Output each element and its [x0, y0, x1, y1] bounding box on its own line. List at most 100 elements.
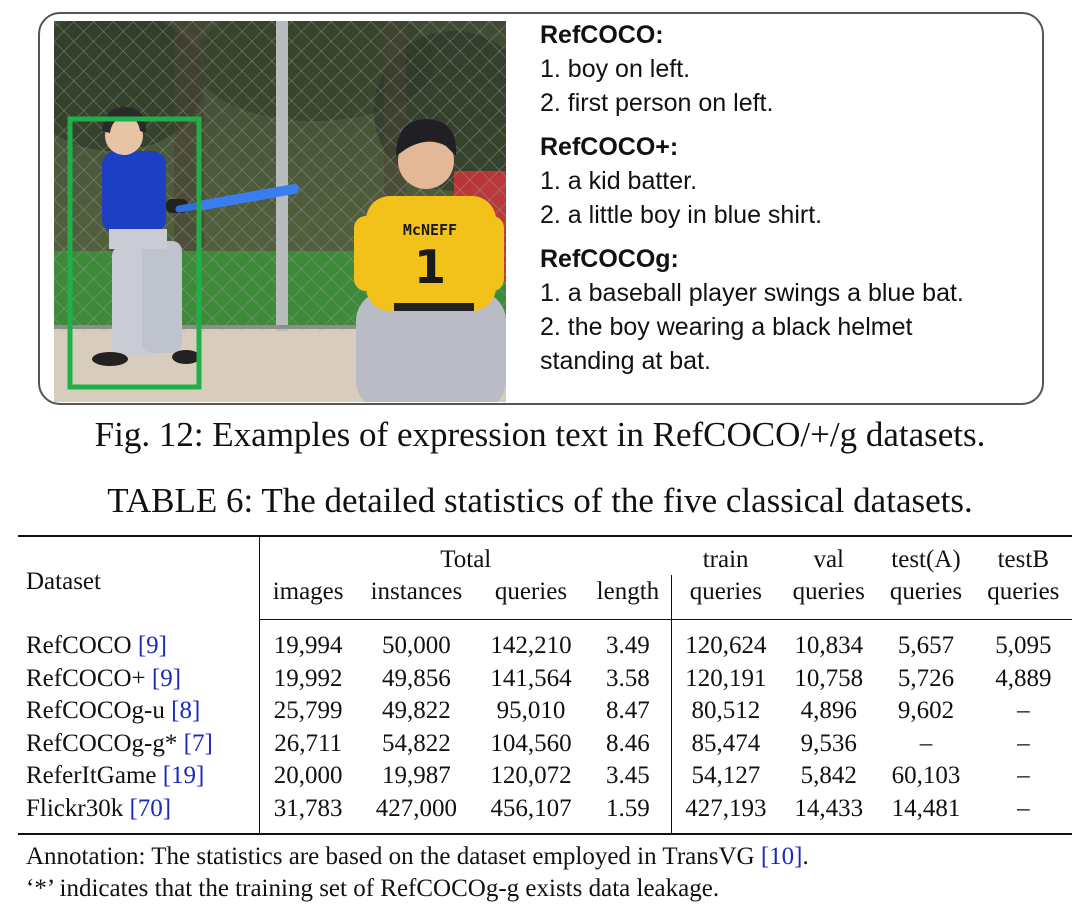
table-cell: 9,602	[897, 697, 955, 724]
subheader-queries: queries	[476, 575, 586, 620]
table-cell: 49,856	[382, 664, 451, 692]
table-cell: 54,127	[691, 762, 761, 789]
table-cell: 120,072	[490, 762, 572, 789]
table-cell: 19,992	[273, 664, 343, 692]
table-annotation: Annotation: The statistics are based on …	[26, 841, 1076, 905]
annotation-line-1: Annotation: The statistics are based on …	[26, 843, 809, 870]
dataset-name-cell: RefCOCO+ [9]	[18, 662, 261, 695]
dataset-citation[interactable]: [19]	[162, 762, 205, 789]
table-caption: TABLE 6: The detailed statistics of the …	[107, 481, 973, 520]
table-cell: 50,000	[382, 632, 451, 659]
batter-figure	[92, 106, 299, 366]
dataset-name: RefCOCOg-u	[26, 697, 172, 724]
table-row: RefCOCOg-g* [7] 26,711 54,822 104,560 8.46 85…	[18, 727, 1072, 760]
dataset-name-cell: Flickr30k [70]	[18, 792, 261, 835]
table-cell: 20,000	[273, 762, 343, 789]
expression-group: RefCOCO: 1. boy on left. 2. first person o…	[540, 18, 1040, 120]
table-cell: 427,193	[671, 792, 781, 835]
table-cell: 26,711	[274, 729, 343, 757]
table-row: RefCOCO [9] 19,994 50,000 142,210 3.49 120,62…	[18, 619, 1072, 663]
table-cell: 104,560	[490, 729, 572, 757]
jersey-number: 1	[414, 240, 446, 294]
jersey-name: McNEFF	[403, 221, 457, 239]
expression-line: 1. boy on left.	[540, 55, 691, 83]
table-cell: 95,010	[496, 697, 566, 724]
dataset-citation[interactable]: [70]	[129, 794, 172, 822]
table-cell: –	[974, 792, 1072, 835]
table-cell: –	[1017, 697, 1030, 724]
expression-line: 1. a kid batter.	[540, 167, 698, 195]
dataset-name: RefCOCO+	[26, 664, 152, 692]
subheader-images: images	[259, 575, 356, 620]
table-cell: 5,726	[897, 664, 955, 692]
dataset-name: Flickr30k	[26, 794, 130, 822]
figure-panel: McNEFF 1 RefCOCO: 1. boy on left. 2. first…	[38, 12, 1044, 405]
header-testA: test(A)	[877, 535, 975, 575]
header-testB: testB	[974, 535, 1072, 575]
subheader-length: length	[585, 575, 672, 620]
table-cell: 141,564	[490, 664, 572, 692]
table-cell: 10,758	[794, 664, 864, 692]
annotation-line-2: ‘*’ indicates that the training set of R…	[26, 875, 720, 902]
expression-line: 2. first person on left.	[540, 89, 774, 117]
dataset-name: RefCOCO	[26, 631, 138, 659]
table-cell: 60,103	[891, 762, 961, 789]
table-cell: 14,481	[877, 792, 975, 835]
table-cell: 8.46	[585, 727, 672, 760]
table-cell: 120,624	[685, 632, 767, 659]
table-cell: –	[919, 729, 933, 757]
header-train: train	[671, 535, 781, 575]
table-row: RefCOCO+ [9] 19,992 49,856 141,564 3.58 120,1…	[18, 662, 1072, 695]
table-cell: 3.45	[585, 760, 672, 793]
table-cell: –	[1017, 729, 1030, 757]
table-cell: 142,210	[490, 632, 572, 659]
subheader-testA-queries: queries	[877, 575, 975, 620]
table-cell: 5,657	[897, 632, 955, 659]
dataset-name-cell: RefCOCOg-g* [7]	[18, 727, 261, 760]
table-cell: 14,433	[780, 792, 878, 835]
statistics-table: Dataset Total train val test(A) testB im…	[18, 535, 1072, 835]
catcher-figure: McNEFF 1	[354, 119, 506, 402]
baseball-photo: McNEFF 1	[54, 21, 506, 402]
header-dataset: Dataset	[18, 535, 261, 620]
dataset-citation[interactable]: [7]	[183, 729, 213, 757]
header-total: Total	[259, 535, 672, 575]
dataset-name: RefCOCOg-g*	[26, 729, 184, 757]
expression-line: 2. a little boy in blue shirt.	[540, 201, 823, 229]
expression-dataset-title: RefCOCO+:	[540, 133, 679, 161]
table-cell: 10,834	[794, 632, 864, 659]
table-row: Flickr30k [70] 31,783 427,000 456,107 1.59 42…	[18, 792, 1072, 835]
expression-dataset-title: RefCOCO:	[540, 21, 664, 49]
dataset-name: ReferItGame	[26, 762, 163, 789]
table-cell: 85,474	[691, 729, 761, 757]
dataset-citation[interactable]: [9]	[151, 664, 182, 692]
expression-group: RefCOCOg: 1. a baseball player swings a b…	[540, 242, 1040, 378]
dataset-citation[interactable]: [9]	[137, 631, 167, 659]
table-cell: 456,107	[476, 792, 586, 835]
table-cell: 4,896	[800, 697, 857, 724]
annotation-citation[interactable]: [10]	[760, 843, 803, 870]
table-cell: 4,889	[995, 664, 1052, 692]
table-row: RefCOCOg-u [8] 25,799 49,822 95,010 8.47 80,5…	[18, 695, 1072, 728]
dataset-name-cell: RefCOCOg-u [8]	[18, 695, 261, 728]
table-cell: 5,095	[995, 632, 1052, 659]
dataset-name-cell: RefCOCO [9]	[18, 619, 261, 663]
table-cell: 80,512	[691, 697, 761, 724]
dataset-citation[interactable]: [8]	[171, 697, 201, 724]
expression-line: 1. a baseball player swings a blue bat.	[540, 279, 964, 307]
table-row: ReferItGame [19] 20,000 19,987 120,072 3.45 5…	[18, 760, 1072, 793]
table-cell: 120,191	[685, 664, 767, 692]
table-cell: 427,000	[355, 792, 477, 835]
table-cell: 19,994	[273, 632, 343, 659]
expression-line: standing at bat.	[540, 347, 711, 375]
table-cell: 3.49	[585, 619, 672, 663]
subheader-train-queries: queries	[671, 575, 781, 620]
table-cell: 19,987	[382, 762, 451, 789]
header-val: val	[780, 535, 878, 575]
expression-dataset-title: RefCOCOg:	[540, 245, 679, 273]
table-cell: 54,822	[382, 729, 451, 757]
table-cell: 9,536	[800, 729, 857, 757]
table-cell: 3.58	[585, 662, 672, 695]
table-cell: 49,822	[382, 697, 451, 724]
subheader-val-queries: queries	[780, 575, 878, 620]
